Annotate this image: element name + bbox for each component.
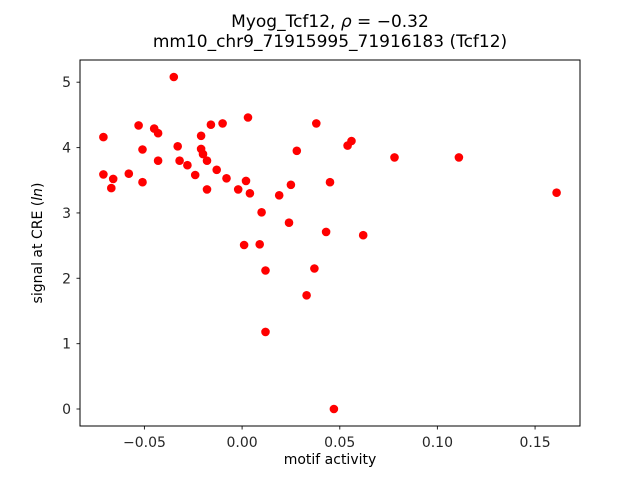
data-point (245, 189, 255, 198)
data-point (202, 156, 212, 165)
data-point (552, 188, 561, 197)
data-point (99, 170, 108, 179)
y-tick-label: 2 (62, 271, 71, 287)
plot-frame (79, 59, 581, 427)
chart-title-suffix: = −0.32 (352, 12, 429, 32)
data-point (99, 132, 108, 142)
data-point (153, 156, 163, 165)
y-tick-label: 3 (62, 206, 71, 222)
x-axis-label: motif activity (284, 452, 377, 468)
data-point (173, 142, 182, 151)
data-point (286, 180, 296, 190)
data-point (261, 266, 270, 275)
data-point (153, 128, 163, 138)
data-point (233, 185, 243, 194)
data-point (243, 113, 253, 122)
data-point (261, 327, 270, 337)
data-point (198, 149, 208, 159)
y-axis-label-prefix: signal at CRE ( (30, 201, 46, 304)
data-point (206, 120, 216, 129)
data-point (329, 404, 339, 414)
x-tick-label: 0.10 (422, 435, 453, 451)
data-point (175, 156, 184, 165)
data-point (107, 183, 116, 193)
data-point (347, 136, 356, 146)
data-point (302, 291, 311, 300)
chart-title: Myog_Tcf12, ρ = −0.32 (231, 12, 429, 32)
data-point (202, 185, 212, 194)
rho-symbol: ρ (341, 12, 352, 32)
data-point (218, 119, 227, 128)
data-point (358, 230, 368, 240)
data-point (257, 208, 266, 217)
data-point (138, 177, 147, 187)
x-tick-label: 0.05 (324, 435, 355, 451)
x-tick-label: −0.05 (123, 435, 166, 451)
data-point (138, 145, 147, 154)
data-point (292, 146, 302, 156)
data-point (124, 169, 134, 178)
x-axis-ticks: −0.05 0.00 0.05 0.10 0.15 (123, 426, 551, 451)
data-point (390, 153, 399, 162)
y-tick-label: 1 (62, 337, 71, 353)
y-axis-ticks: 0 1 2 3 4 5 (62, 75, 80, 418)
data-point (310, 264, 319, 273)
y-axis-label-ln: ln (30, 188, 46, 201)
data-point (169, 72, 179, 82)
data-point (183, 160, 192, 170)
data-point (134, 121, 143, 130)
data-point (108, 174, 118, 184)
data-point (454, 153, 464, 162)
data-point (196, 131, 206, 141)
y-tick-label: 4 (62, 141, 71, 157)
y-tick-label: 0 (62, 402, 71, 418)
data-point (312, 119, 321, 128)
data-point (212, 165, 221, 175)
y-tick-label: 5 (62, 75, 71, 91)
chart-subtitle: mm10_chr9_71915995_71916183 (Tcf12) (153, 32, 507, 52)
chart-title-prefix: Myog_Tcf12, (231, 12, 341, 32)
data-points (99, 72, 561, 414)
data-point (255, 240, 264, 249)
data-point (239, 240, 249, 250)
data-point (321, 227, 331, 237)
data-point (241, 176, 251, 186)
data-point (284, 218, 294, 227)
data-point (222, 174, 231, 183)
data-point (325, 177, 335, 187)
x-tick-label: 0.00 (227, 435, 258, 451)
data-point (190, 170, 200, 180)
data-point (274, 191, 284, 200)
y-axis-label-suffix: ) (30, 183, 46, 188)
x-tick-label: 0.15 (519, 435, 550, 451)
y-axis-label: signal at CRE (ln) (30, 183, 46, 304)
